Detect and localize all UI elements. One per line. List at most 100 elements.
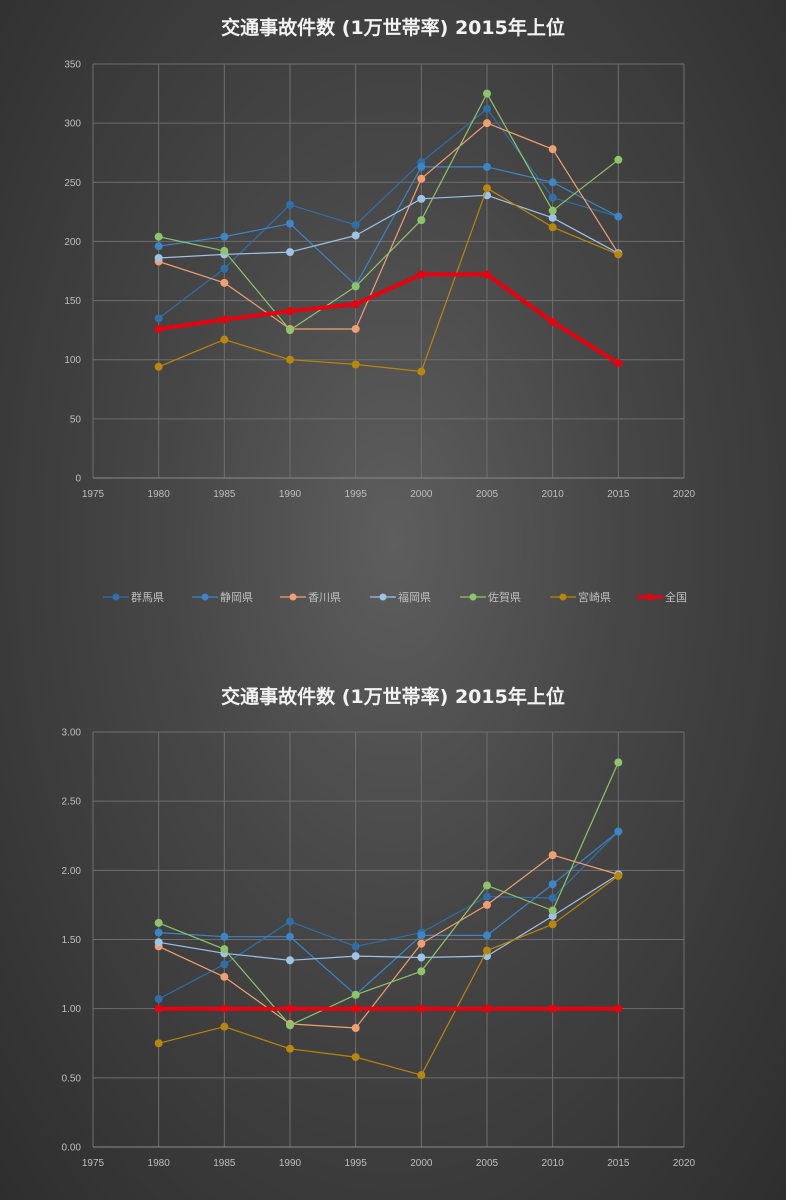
data-point [548,213,557,222]
data-point [286,219,294,228]
series-1 [154,104,623,323]
data-point [548,145,557,154]
data-point [154,232,163,241]
data-point [351,952,360,961]
data-point [417,194,426,203]
data-point [286,248,294,257]
data-point [483,89,491,98]
legend-item: 福岡県 [370,590,431,604]
data-point [220,960,229,969]
series-5 [154,758,623,1030]
series-line [158,875,619,1076]
legend-label: 香川県 [308,591,341,604]
data-point [483,931,491,940]
series-line [158,187,619,373]
series-line [158,166,619,286]
x-tick-label: 2000 [410,489,433,500]
data-point [417,1004,426,1013]
data-point [483,184,491,193]
data-point [548,880,557,889]
data-point [351,282,360,291]
data-point [286,956,294,965]
data-point [220,972,229,981]
data-point [220,945,229,954]
data-point [417,953,426,962]
data-point [351,1024,360,1033]
y-tick-label: 300 [64,119,81,130]
data-point [154,938,163,947]
series-line [158,762,619,1026]
data-point [154,253,163,262]
data-point [483,162,491,171]
x-tick-label: 2020 [673,1158,696,1169]
y-tick-label: 200 [64,237,81,248]
legend-label: 宮崎県 [578,590,611,604]
data-point [548,1004,557,1013]
data-point [220,1004,229,1013]
legend-label: 静岡県 [220,590,253,604]
data-point [154,928,163,937]
data-point [548,851,557,860]
data-point [417,1071,426,1080]
data-point [220,264,229,273]
data-point [351,300,360,309]
data-point [351,360,360,369]
data-point [220,278,229,287]
y-tick-label: 1.00 [62,1004,82,1015]
series-6 [154,184,623,376]
series-line [158,873,619,961]
data-point [417,931,426,940]
data-point [614,250,623,259]
data-point [548,906,557,915]
data-point [548,206,557,215]
data-point [614,871,623,880]
legend-item: 全国 [637,590,687,604]
data-point [154,994,163,1003]
legend-swatch-marker [646,593,654,601]
x-tick-label: 1985 [213,489,236,500]
chart-1: 交通事故件数 (1万世帯率) 2015年上位 1975 1980 1985 1990 19… [64,16,695,604]
data-point [548,920,557,929]
data-point [483,881,491,890]
data-point [548,911,557,920]
legend-swatch-marker [289,593,297,601]
data-point [483,946,491,955]
legend-swatch-marker [112,593,120,601]
data-point [154,242,163,251]
x-tick-label: 2015 [607,489,630,500]
chart-2: 交通事故件数 (1万世帯率) 2015年上位 1975 1980 1985 1990 19… [62,685,696,1169]
data-point [286,917,294,926]
data-point [351,1053,360,1062]
data-point [154,918,163,927]
legend-swatch-marker [469,593,477,601]
data-point [614,155,623,164]
data-point [548,223,557,232]
y-tick-label: 0.50 [62,1073,82,1084]
data-point [548,193,557,202]
data-point [417,367,426,376]
data-point [286,307,294,316]
y-tick-label: 1.50 [62,935,82,946]
data-point [351,942,360,951]
legend-swatch-marker [559,593,567,601]
data-point [483,270,491,279]
series-2 [154,827,623,999]
x-tick-label: 1975 [82,489,105,500]
data-point [286,200,294,209]
data-point [483,900,491,909]
series-7 [154,1004,623,1013]
data-point [614,1004,623,1013]
y-tick-label: 0 [75,474,81,485]
legend-label: 福岡県 [398,590,431,604]
legend-item: 佐賀県 [460,590,521,604]
data-point [351,990,360,999]
series-7 [154,270,623,368]
data-point [220,315,229,324]
series-line [158,92,619,331]
y-tick-label: 2.50 [62,797,82,808]
data-point [614,212,623,221]
x-tick-label: 2010 [542,1158,565,1169]
data-point [220,335,229,344]
data-point [483,892,491,901]
